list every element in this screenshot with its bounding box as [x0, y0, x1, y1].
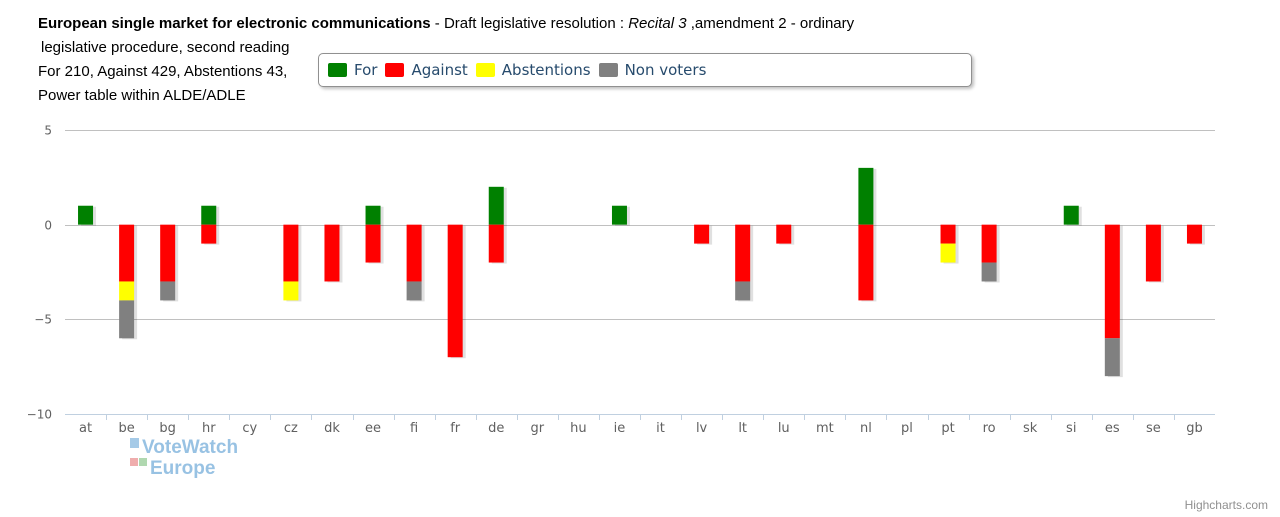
bar-for — [365, 205, 381, 225]
y-tick-label: 0 — [44, 219, 52, 233]
x-tick-label: cz — [284, 421, 298, 436]
x-tick-label: pl — [901, 421, 913, 436]
x-tick-label: gb — [1186, 421, 1203, 436]
x-tick-label: be — [118, 421, 134, 436]
x-tick-label: fr — [450, 421, 461, 436]
x-tick-label: nl — [860, 421, 872, 436]
x-tick-label: dk — [324, 421, 340, 436]
legend-label: Non voters — [624, 61, 707, 79]
y-tick-label: −5 — [34, 313, 52, 327]
bar-abstentions — [119, 281, 135, 301]
legend-item-for[interactable]: For — [328, 61, 377, 79]
bar-non-voters — [735, 281, 751, 301]
title-line-4: Power table within ALDE/ADLE — [38, 87, 246, 104]
y-tick-label: −10 — [27, 408, 52, 422]
x-tick-label: lt — [738, 421, 747, 436]
bar-non-voters — [119, 300, 135, 339]
legend-label: Against — [411, 61, 468, 79]
bar-for — [78, 205, 94, 225]
bar-against — [940, 224, 956, 244]
title-bold-part: European single market for electronic co… — [38, 15, 431, 32]
bar-non-voters — [160, 281, 176, 301]
logo-text-line2: Europe — [150, 458, 215, 479]
legend-label: Abstentions — [501, 61, 591, 79]
x-tick-label: de — [488, 421, 504, 436]
title-line-2: legislative procedure, second reading — [41, 39, 290, 56]
bar-against — [283, 224, 299, 282]
bar-non-voters — [1104, 338, 1120, 377]
credits-link[interactable]: Highcharts.com — [1184, 498, 1268, 512]
bar-against — [406, 224, 422, 282]
bar-against — [735, 224, 751, 282]
bar-against — [1145, 224, 1161, 282]
x-tick-label: at — [79, 421, 92, 436]
legend-swatch — [475, 63, 495, 77]
x-tick-label: sk — [1023, 421, 1038, 436]
bar-against — [160, 224, 176, 282]
x-tick-label: pt — [941, 421, 954, 436]
bar-abstentions — [283, 281, 299, 301]
votewatch-logo: VoteWatch Europe — [130, 437, 238, 479]
bar-for — [858, 167, 874, 225]
chart-legend: For Against Abstentions Non voters — [318, 53, 972, 87]
chart-title: European single market for electronic co… — [38, 12, 968, 108]
bar-against — [694, 224, 710, 244]
x-tick-label: si — [1066, 421, 1076, 436]
bar-for — [611, 205, 627, 225]
x-tick-label: lu — [778, 421, 790, 436]
bar-against — [447, 224, 463, 358]
title-italic-part: Recital 3 — [628, 15, 687, 32]
bar-against — [324, 224, 340, 282]
x-tick-label: ro — [983, 421, 996, 436]
bar-against — [119, 224, 135, 282]
x-tick-label: hr — [202, 421, 216, 436]
bar-against — [858, 224, 874, 301]
x-tick-label: fi — [410, 421, 418, 436]
bar-for — [1063, 205, 1079, 225]
legend-swatch — [385, 63, 405, 77]
legend-swatch — [328, 63, 347, 77]
bar-against — [776, 224, 792, 244]
bar-non-voters — [981, 262, 997, 282]
bar-against — [201, 224, 217, 244]
title-tail-part: ,amendment 2 - ordinary — [686, 15, 855, 32]
bar-against — [1186, 224, 1202, 244]
x-tick-label: es — [1105, 421, 1120, 436]
logo-text-line1: VoteWatch — [142, 437, 238, 458]
legend-item-against[interactable]: Against — [385, 61, 468, 79]
legend-swatch — [598, 63, 618, 77]
bar-non-voters — [406, 281, 422, 301]
x-tick-label: bg — [159, 421, 176, 436]
title-mid-part: - Draft legislative resolution : — [430, 15, 629, 32]
bar-against — [981, 224, 997, 263]
bar-for — [488, 186, 504, 225]
x-tick-label: lv — [696, 421, 708, 436]
x-tick-label: mt — [816, 421, 834, 436]
legend-item-abstentions[interactable]: Abstentions — [475, 61, 591, 79]
x-tick-label: ie — [614, 421, 626, 436]
legend-label: For — [354, 61, 378, 79]
bar-against — [488, 224, 504, 263]
y-tick-label: 5 — [44, 124, 52, 138]
x-tick-label: ee — [365, 421, 381, 436]
title-line-3: For 210, Against 429, Abstentions 43, — [38, 63, 288, 80]
bar-against — [1104, 224, 1120, 339]
x-tick-label: gr — [531, 421, 545, 436]
x-tick-label: hu — [570, 421, 586, 436]
x-tick-label: se — [1146, 421, 1161, 436]
x-tick-label: cy — [242, 421, 257, 436]
title-line-1: European single market for electronic co… — [38, 12, 968, 36]
bar-for — [201, 205, 217, 225]
x-tick-label: it — [656, 421, 665, 436]
bar-against — [365, 224, 381, 263]
legend-item-non-voters[interactable]: Non voters — [598, 61, 707, 79]
bar-abstentions — [940, 243, 956, 263]
